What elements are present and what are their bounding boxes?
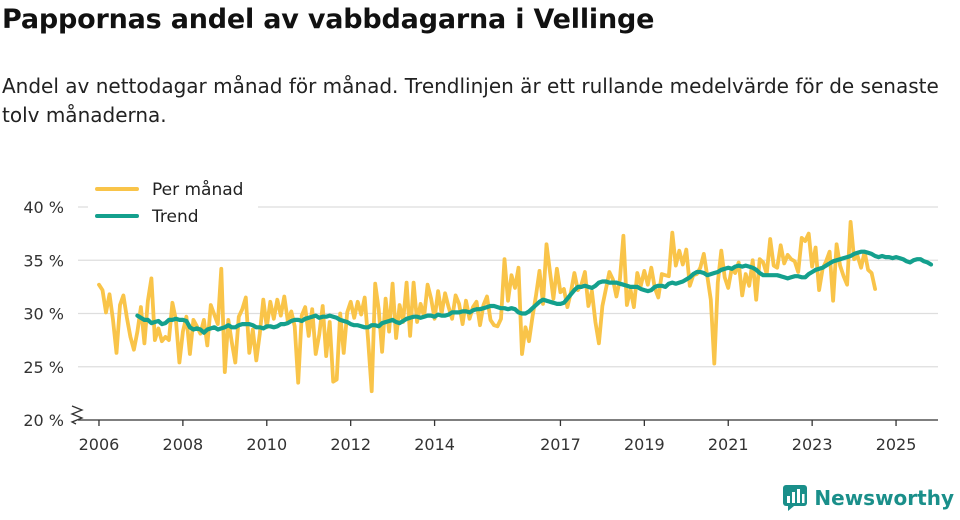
- x-tick-label-2012: 2012: [330, 435, 371, 454]
- chart-subtitle: Andel av nettodagar månad för månad. Tre…: [2, 74, 939, 127]
- legend: Per månad Trend: [88, 172, 258, 232]
- legend-background: [88, 172, 258, 232]
- legend-label-per-manad: Per månad: [152, 179, 243, 200]
- series-line-per-manad: [97, 220, 877, 394]
- x-tick-label-2010: 2010: [246, 435, 287, 454]
- x-axis: 2006 2008 2010 2012 2014 2017 2019 2021 2023 2025: [70, 405, 938, 454]
- y-tick-label-25: 25 %: [23, 358, 64, 377]
- brand-logo: Newsworthy: [782, 484, 954, 512]
- line-chart: 20 % 25 % 30 % 35 % 40 % 2006 2008 2010 2012 201…: [23, 172, 938, 454]
- x-tick-label-2014: 2014: [414, 435, 455, 454]
- x-tick-label-2006: 2006: [79, 435, 120, 454]
- x-tick-label-2025: 2025: [876, 435, 917, 454]
- axis-break-icon: [70, 405, 84, 425]
- y-tick-label-40: 40 %: [23, 198, 64, 217]
- series-line-trend: [135, 249, 934, 335]
- y-axis: 20 % 25 % 30 % 35 % 40 %: [23, 198, 64, 430]
- x-tick-label-2021: 2021: [708, 435, 749, 454]
- newsworthy-logo-icon: [783, 485, 808, 511]
- x-tick-label-2008: 2008: [163, 435, 204, 454]
- x-tick-label-2023: 2023: [792, 435, 833, 454]
- legend-label-trend: Trend: [151, 207, 199, 227]
- y-tick-label-35: 35 %: [23, 251, 64, 270]
- x-tick-label-2019: 2019: [624, 435, 665, 454]
- y-tick-label-20: 20 %: [23, 411, 64, 430]
- series-lines: [97, 220, 934, 394]
- chart-title: Pappornas andel av vabbdagarna i Velling…: [2, 4, 655, 35]
- x-tick-label-2017: 2017: [540, 435, 581, 454]
- brand-name: Newsworthy: [814, 486, 954, 510]
- y-tick-label-30: 30 %: [23, 305, 64, 324]
